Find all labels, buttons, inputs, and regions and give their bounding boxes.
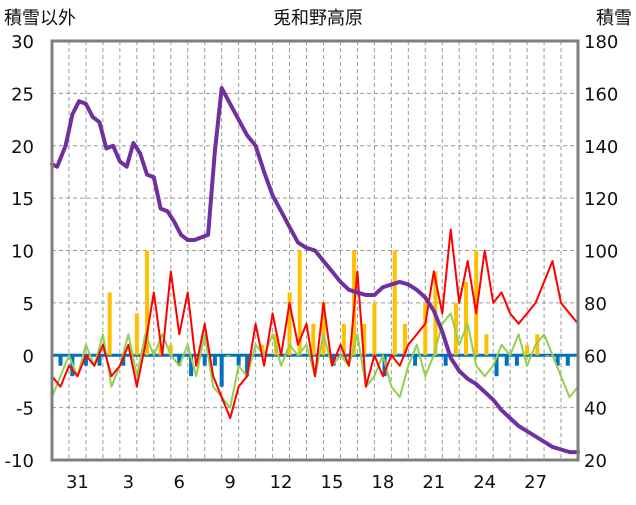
- bar-40: [494, 355, 499, 377]
- right-tick-label-6: 60: [584, 346, 607, 367]
- left-tick-label-1: 25: [11, 84, 34, 105]
- bar-3: [97, 355, 102, 366]
- x-tick-label-6: 18: [371, 472, 394, 493]
- x-tick-label-4: 12: [270, 472, 293, 493]
- bar-39: [484, 334, 489, 356]
- bar-44: [535, 334, 540, 356]
- bar-32: [413, 355, 418, 366]
- x-tick-label-8: 24: [473, 472, 496, 493]
- plot-frame: [50, 39, 580, 462]
- bar-42: [514, 355, 519, 366]
- bar-12: [202, 355, 207, 366]
- bar-31: [402, 323, 407, 356]
- bar-38: [474, 250, 479, 356]
- bar-25: [341, 323, 346, 356]
- x-tick-label-3: 9: [224, 472, 235, 493]
- right-tick-label-8: 20: [584, 451, 607, 472]
- bar-11: [189, 355, 194, 377]
- right-tick-label-0: 180: [584, 32, 618, 53]
- left-tick-label-5: 5: [23, 294, 34, 315]
- bar-43: [525, 344, 530, 356]
- right-axis-label: 積雪: [596, 8, 632, 29]
- right-tick-label-2: 140: [584, 137, 618, 158]
- bar-37: [464, 281, 469, 356]
- x-tick-label-0: 31: [66, 472, 89, 493]
- bar-9: [168, 344, 173, 356]
- bar-10: [177, 355, 182, 366]
- bar-41: [504, 355, 509, 366]
- bar-29: [382, 355, 387, 377]
- bar-46: [555, 355, 560, 366]
- bar-16: [236, 355, 241, 366]
- bar-4: [107, 292, 112, 356]
- bar-28: [372, 302, 377, 356]
- bar-27: [362, 323, 367, 356]
- right-tick-label-7: 40: [584, 399, 607, 420]
- series-line-snow_depth: [50, 86, 580, 455]
- bar-13: [212, 355, 217, 366]
- left-tick-label-8: -10: [5, 451, 34, 472]
- bar-14: [219, 355, 224, 387]
- bar-18: [260, 344, 265, 356]
- left-axis-label: 積雪以外: [4, 8, 76, 29]
- bar-5: [121, 355, 126, 366]
- bar-45: [545, 355, 550, 357]
- bar-22: [311, 323, 316, 356]
- x-tick-label-1: 3: [123, 472, 134, 493]
- x-tick-label-5: 15: [321, 472, 344, 493]
- left-tick-label-2: 20: [11, 137, 34, 158]
- bar-21: [297, 250, 302, 356]
- bar-33: [423, 302, 428, 356]
- bar-15: [226, 355, 231, 357]
- x-tick-label-2: 6: [174, 472, 185, 493]
- left-tick-label-3: 15: [11, 189, 34, 210]
- series-line-temperature_max: [51, 228, 579, 420]
- right-tick-label-4: 100: [584, 242, 618, 263]
- right-tick-label-5: 80: [584, 294, 607, 315]
- x-tick-label-9: 27: [524, 472, 547, 493]
- left-tick-label-7: -5: [16, 399, 34, 420]
- bar-6: [134, 313, 139, 356]
- bar-2: [83, 355, 88, 366]
- bar-47: [565, 355, 570, 366]
- bar-23: [321, 302, 326, 356]
- chart-title: 兎和野高原: [273, 8, 363, 29]
- bar-7: [145, 250, 150, 356]
- bar-30: [392, 250, 397, 356]
- bar-0: [58, 355, 63, 366]
- left-tick-label-6: 0: [23, 346, 34, 367]
- bar-35: [443, 355, 448, 366]
- bar-17: [245, 355, 250, 377]
- x-tick-label-7: 21: [422, 472, 445, 493]
- left-tick-label-0: 30: [11, 32, 34, 53]
- right-tick-label-1: 160: [584, 84, 618, 105]
- bar-20: [287, 292, 292, 356]
- left-tick-label-4: 10: [11, 242, 34, 263]
- right-tick-label-3: 120: [584, 189, 618, 210]
